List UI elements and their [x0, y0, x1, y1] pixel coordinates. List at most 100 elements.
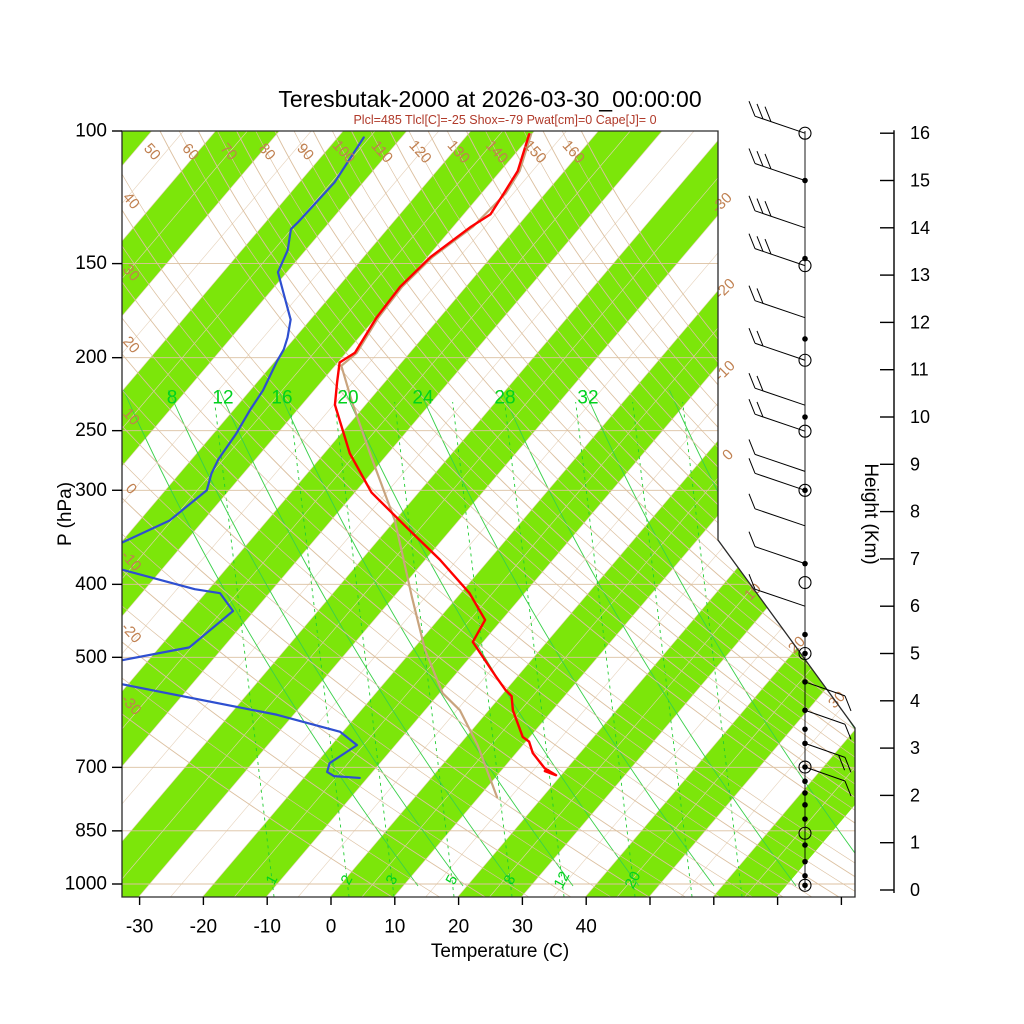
height-tick-label: 12	[910, 312, 930, 332]
temperature-tick-label: 0	[326, 917, 337, 938]
wind-level-circle	[798, 575, 812, 590]
height-tick-label: 1	[910, 833, 920, 853]
wind-barb-shaft	[754, 342, 806, 361]
dry-adiabat-line	[122, 569, 573, 897]
wind-barb-tick	[764, 106, 772, 122]
wind-level-dot	[802, 802, 808, 808]
moist-adiabat-line	[344, 389, 640, 887]
dry-adiabat-line	[122, 353, 785, 897]
isotherm-band	[585, 131, 855, 897]
height-tick-label: 13	[910, 265, 930, 285]
wind-barb-tick	[756, 330, 764, 347]
dry-adiabat-line	[122, 281, 841, 897]
dry-adiabat-line	[122, 533, 620, 897]
mixing-ratio-label: 20	[622, 869, 645, 892]
wind-level-dot	[802, 816, 808, 822]
wind-barb-tick	[748, 574, 756, 590]
isotherm-band	[0, 131, 24, 897]
height-tick-label: 16	[910, 123, 930, 143]
dry-adiabat-line	[178, 131, 855, 828]
temperature-tick-label: -10	[253, 917, 280, 938]
moist-adiabat-line	[278, 389, 574, 887]
dry-adiabat-label-top: 90	[293, 140, 317, 164]
moist-adiabat-line	[219, 389, 515, 887]
pressure-tick-label: 700	[75, 757, 107, 778]
isotherm-band	[122, 131, 280, 897]
wind-barb-shaft	[754, 210, 806, 229]
wind-barbs-group	[748, 101, 852, 892]
wind-level-dot	[802, 873, 808, 879]
isotherm-line	[122, 131, 344, 897]
wind-level-dot	[802, 707, 808, 714]
isotherm-line	[122, 131, 727, 897]
wind-barb-tick	[756, 401, 764, 418]
temperature-tick-label: 10	[384, 917, 405, 938]
dry-adiabat-line	[351, 131, 855, 700]
wind-barb-shaft	[804, 742, 846, 758]
isotherm-line	[122, 131, 663, 897]
wind-level-dot	[802, 560, 808, 567]
wind-barb-tick	[748, 493, 756, 509]
height-tick-label: 11	[910, 360, 929, 380]
wind-level-circle	[798, 259, 812, 273]
temperature-tick-label: 20	[448, 917, 469, 938]
dry-adiabat-label-left: 0	[122, 480, 140, 498]
wind-barb-shaft	[754, 453, 806, 472]
height-tick-label: 8	[910, 502, 920, 522]
wind-barb-tick	[844, 695, 852, 712]
isotherm-line	[122, 131, 695, 897]
dry-adiabat-line	[122, 209, 855, 891]
wind-barb-shaft	[754, 300, 806, 319]
isotherm-line	[680, 131, 855, 897]
temperature-tick-label: 30	[512, 917, 533, 938]
wind-level-circle	[798, 353, 812, 367]
wind-barb-tick	[756, 198, 764, 214]
isotherm-line	[361, 131, 855, 897]
isotherm-band	[122, 131, 407, 897]
wind-barb-tick	[748, 531, 756, 547]
dry-adiabat-line	[312, 131, 855, 732]
wind-level-dot	[802, 740, 808, 747]
wind-barb-tick	[838, 754, 846, 771]
height-tick-label: 14	[910, 218, 930, 238]
dry-adiabat-line	[122, 605, 538, 897]
dry-adiabat-line	[217, 131, 855, 796]
height-tick-label: 2	[910, 785, 920, 805]
wind-barb-tick	[748, 285, 756, 301]
wind-level-dot	[802, 726, 808, 732]
isotherm-label-right: 0	[719, 446, 737, 464]
wind-level-dot	[802, 177, 808, 184]
mixing-ratio-line	[682, 401, 743, 897]
plot-area	[0, 131, 855, 897]
wind-barb-shaft	[754, 248, 806, 267]
isotherm-line	[122, 131, 376, 897]
dry-adiabat-line	[122, 389, 761, 897]
chart-title: Teresbutak-2000 at 2026-03-30_00:00:00	[278, 86, 702, 112]
dry-adiabat-label-left: 40	[119, 189, 143, 213]
pressure-tick-label: 200	[75, 347, 107, 368]
wind-level-dot	[802, 679, 808, 685]
plot-border	[121, 130, 856, 898]
mixing-ratio-line	[632, 401, 693, 897]
moist-adiabat-line	[123, 389, 419, 887]
isotherm-line	[0, 131, 56, 897]
wind-barb-tick	[748, 101, 756, 117]
isotherm-band	[712, 131, 855, 897]
dry-adiabat-label-top: 50	[140, 140, 164, 164]
wind-barb-tick	[844, 757, 852, 773]
moist-adiabat-line	[419, 389, 715, 887]
dry-adiabat-line	[122, 461, 694, 897]
wind-barb-shaft	[754, 508, 806, 527]
wind-level-dot	[802, 842, 808, 848]
wind-level-circle	[798, 483, 812, 497]
isotherm-line	[122, 131, 280, 897]
dry-adiabat-label-left: 20	[119, 333, 143, 357]
mixing-ratio-line	[214, 401, 275, 897]
pressure-tick-label: 150	[75, 253, 107, 274]
wind-barb-tick	[844, 724, 852, 740]
height-tick-label: 4	[910, 691, 920, 711]
wind-barb-tick	[764, 238, 772, 255]
wind-barb-tick	[756, 375, 764, 392]
moist-adiabat-label: 12	[212, 388, 233, 409]
